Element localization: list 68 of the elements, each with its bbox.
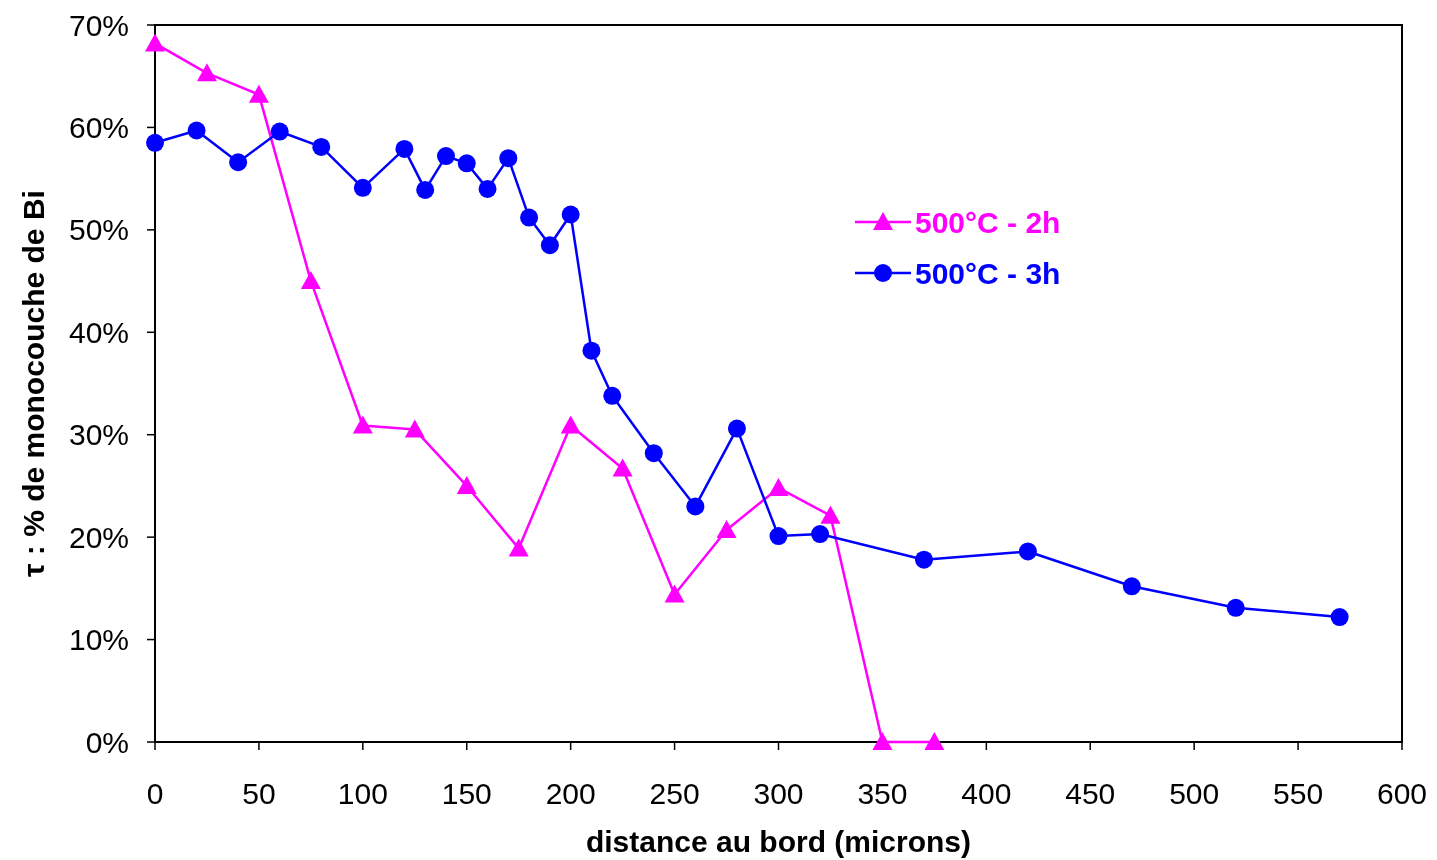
point: [644, 444, 663, 463]
point: [1018, 542, 1037, 561]
y-tick-label: 50%: [68, 213, 129, 247]
point: [520, 208, 539, 227]
point: [872, 732, 893, 750]
point: [727, 419, 746, 438]
x-tick-label: 600: [1376, 777, 1428, 810]
point: [478, 179, 497, 198]
x-tick-label: 50: [242, 777, 276, 810]
point: [686, 497, 705, 516]
point: [456, 475, 477, 494]
legend-label: 500°C - 2h: [915, 205, 1061, 239]
point: [229, 153, 248, 172]
x-tick-label: 400: [961, 777, 1012, 810]
point: [924, 732, 945, 750]
point: [145, 33, 165, 52]
point: [1330, 608, 1349, 627]
point: [768, 477, 789, 496]
point: [146, 133, 164, 152]
y-tick-label: 40%: [68, 315, 129, 349]
x-tick-label: 0: [146, 777, 164, 810]
point: [395, 139, 414, 158]
y-tick-label: 60%: [68, 110, 129, 144]
point: [914, 550, 933, 569]
point: [1226, 598, 1245, 617]
point: [457, 154, 476, 173]
x-tick-label: 250: [649, 777, 700, 810]
point: [820, 505, 841, 524]
point: [312, 137, 331, 156]
point: [404, 419, 425, 438]
point: [270, 122, 289, 141]
point: [1122, 577, 1141, 596]
x-tick-label: 100: [337, 777, 388, 810]
point: [187, 121, 206, 140]
point: [540, 236, 559, 255]
point: [769, 527, 788, 546]
x-tick-label: 300: [753, 777, 804, 810]
point: [716, 519, 737, 538]
point: [582, 341, 601, 360]
point: [664, 584, 685, 603]
point: [561, 205, 580, 224]
point: [612, 458, 633, 477]
x-axis-title: distance au bord (microns): [585, 825, 972, 858]
y-tick-label: 30%: [68, 418, 129, 452]
x-tick-label: 450: [1065, 777, 1116, 810]
y-tick-label: 0%: [85, 725, 129, 759]
legend-label: 500°C - 3h: [915, 256, 1061, 290]
x-tick-label: 500: [1169, 777, 1220, 810]
y-tick-label: 10%: [68, 623, 129, 657]
point: [300, 271, 321, 290]
x-tick-label: 200: [545, 777, 596, 810]
point: [499, 149, 518, 168]
point: [196, 63, 217, 82]
y-tick-label: 20%: [68, 520, 129, 554]
y-axis-title: τ : % de monocouche de Bi: [17, 190, 50, 577]
point: [603, 386, 622, 405]
x-tick-label: 150: [441, 777, 492, 810]
point: [560, 415, 581, 434]
point: [352, 415, 373, 434]
y-tick-label: 70%: [68, 8, 129, 42]
point: [353, 178, 372, 197]
point: [436, 147, 455, 166]
point: [508, 538, 529, 557]
point: [416, 180, 435, 199]
point: [811, 525, 830, 544]
point: [248, 84, 269, 103]
x-tick-label: 350: [857, 777, 908, 810]
x-tick-label: 550: [1273, 777, 1324, 810]
